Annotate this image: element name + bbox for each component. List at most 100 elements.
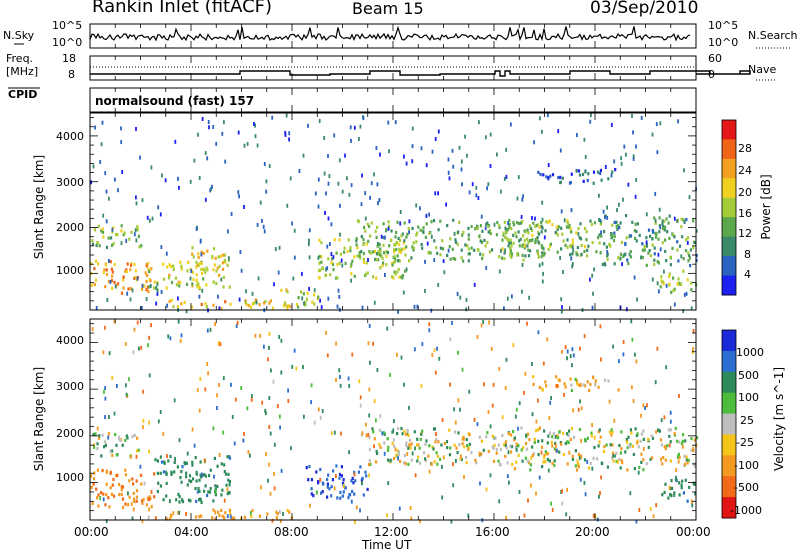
heatmap-cell — [102, 492, 105, 496]
heatmap-cell — [409, 438, 412, 442]
heatmap-cell — [668, 274, 671, 279]
heatmap-cell — [422, 451, 426, 455]
heatmap-cell — [452, 256, 455, 260]
heatmap-cell — [96, 426, 99, 431]
heatmap-cell — [198, 498, 201, 502]
heatmap-cell — [437, 282, 440, 287]
heatmap-cell — [424, 459, 427, 463]
heatmap-cell — [608, 430, 611, 434]
heatmap-cell — [479, 252, 482, 256]
heatmap-cell — [489, 231, 492, 236]
heatmap-cell — [598, 428, 601, 432]
heatmap-cell — [615, 451, 618, 455]
heatmap-cell — [122, 275, 125, 279]
heatmap-cell — [385, 228, 388, 232]
power-panel-frame — [89, 112, 697, 311]
heatmap-cell — [129, 263, 133, 267]
heatmap-cell — [135, 499, 138, 503]
heatmap-cell — [690, 281, 693, 285]
velocity-panel-frame — [89, 318, 697, 521]
heatmap-cell — [219, 342, 222, 347]
heatmap-cell — [159, 455, 162, 459]
heatmap-cell — [540, 224, 543, 228]
heatmap-cell — [310, 487, 313, 491]
heatmap-cell — [492, 446, 495, 450]
heatmap-cell — [333, 133, 336, 138]
heatmap-cell — [653, 258, 656, 262]
heatmap-cell — [243, 205, 245, 209]
heatmap-cell — [399, 238, 402, 242]
heatmap-cell — [487, 224, 490, 229]
heatmap-cell — [503, 251, 506, 255]
heatmap-cell — [339, 203, 341, 208]
heatmap-cell — [393, 444, 396, 448]
heatmap-cell — [515, 407, 518, 412]
heatmap-cell — [533, 440, 536, 445]
heatmap-cell — [603, 445, 606, 449]
heatmap-cell — [669, 428, 673, 432]
heatmap-cell — [467, 247, 470, 251]
heatmap-cell — [661, 226, 665, 231]
heatmap-cell — [328, 174, 331, 179]
heatmap-cell — [577, 227, 580, 231]
heatmap-cell — [385, 250, 388, 254]
heatmap-cell — [254, 134, 257, 139]
heatmap-cell — [368, 250, 371, 254]
heatmap-cell — [412, 246, 416, 250]
heatmap-cell — [579, 237, 583, 241]
heatmap-cell — [623, 144, 626, 149]
heatmap-cell — [539, 172, 542, 177]
heatmap-cell — [543, 251, 546, 256]
heatmap-cell — [550, 501, 552, 506]
heatmap-cell — [358, 254, 361, 258]
heatmap-cell — [220, 307, 223, 311]
heatmap-cell — [422, 226, 425, 230]
heatmap-cell — [380, 234, 383, 239]
heatmap-cell — [492, 459, 496, 463]
heatmap-cell — [537, 330, 540, 335]
heatmap-cell — [647, 228, 651, 232]
heatmap-cell — [632, 399, 635, 403]
heatmap-cell — [551, 223, 554, 227]
heatmap-cell — [287, 304, 290, 308]
heatmap-cell — [168, 299, 171, 303]
heatmap-cell — [541, 226, 544, 230]
heatmap-cell — [638, 465, 641, 469]
heatmap-cell — [682, 218, 685, 222]
heatmap-cell — [314, 191, 317, 196]
heatmap-cell — [618, 457, 621, 461]
heatmap-cell — [365, 422, 367, 427]
heatmap-cell — [596, 457, 599, 461]
heatmap-cell — [560, 309, 563, 314]
heatmap-cell — [178, 284, 181, 288]
heatmap-cell — [218, 453, 221, 457]
heatmap-cell — [395, 247, 398, 252]
heatmap-cell — [656, 260, 659, 264]
heatmap-cell — [677, 454, 679, 459]
heatmap-cell — [350, 272, 353, 276]
heatmap-cell — [597, 170, 600, 174]
heatmap-cell — [215, 281, 218, 286]
heatmap-cell — [308, 286, 310, 291]
heatmap-cell — [118, 435, 121, 440]
heatmap-cell — [295, 303, 299, 307]
heatmap-cell — [344, 485, 347, 489]
heatmap-cell — [269, 299, 273, 303]
heatmap-cell — [538, 475, 541, 480]
heatmap-cell — [525, 237, 528, 241]
heatmap-cell — [130, 230, 133, 234]
heatmap-cell — [368, 448, 371, 452]
heatmap-cell — [212, 499, 215, 503]
heatmap-cell — [115, 232, 118, 237]
heatmap-cell — [321, 490, 324, 494]
heatmap-cell — [383, 431, 386, 435]
heatmap-cell — [555, 225, 558, 229]
heatmap-cell — [105, 272, 109, 277]
heatmap-cell — [428, 444, 431, 448]
heatmap-cell — [461, 442, 464, 446]
heatmap-cell — [214, 489, 217, 494]
heatmap-cell — [359, 403, 362, 408]
heatmap-cell — [550, 440, 553, 444]
heatmap-cell — [534, 240, 537, 244]
heatmap-cell — [397, 259, 400, 263]
